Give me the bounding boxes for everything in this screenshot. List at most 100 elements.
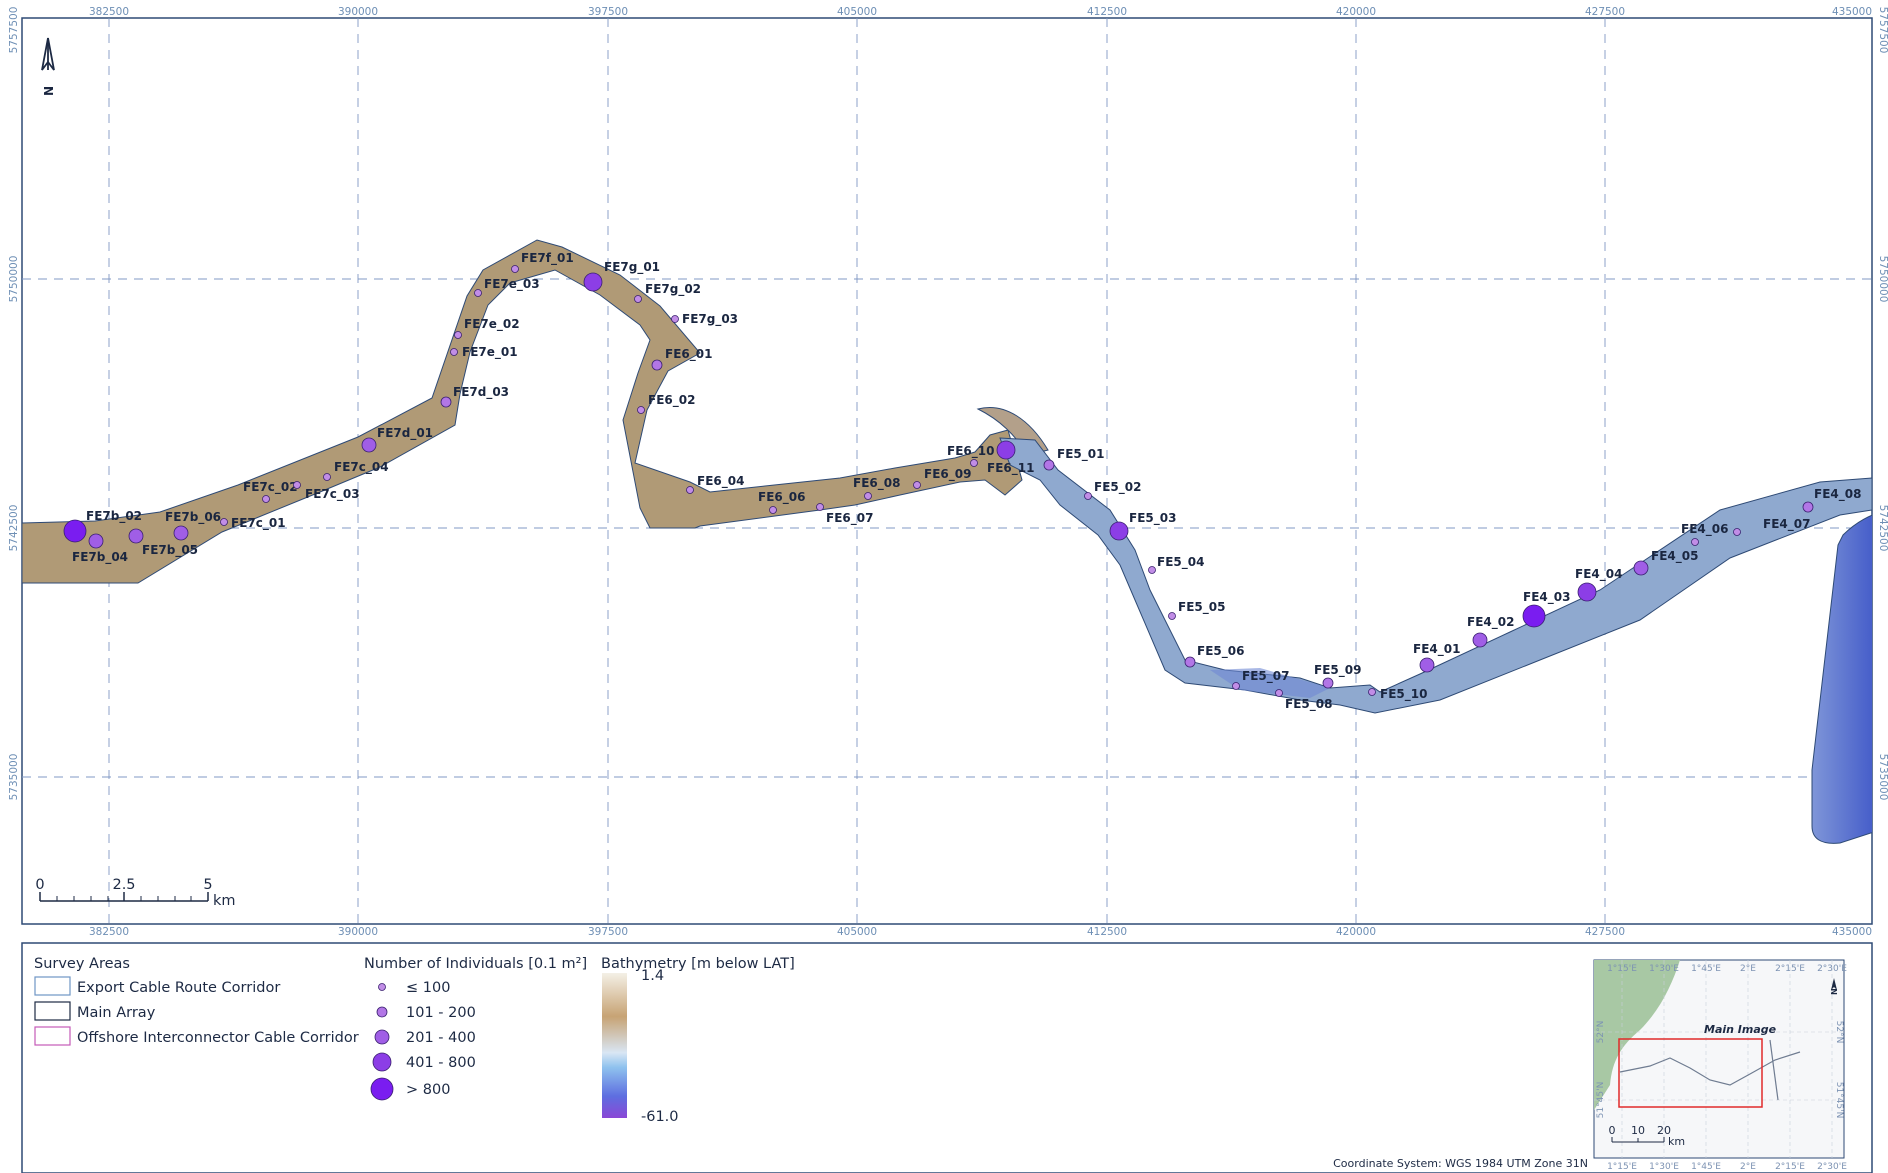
- site-marker-fe5-05: [1168, 612, 1176, 620]
- inset-label: Main Image: [1704, 1023, 1777, 1036]
- site-label-fe7e-01: FE7e_01: [462, 345, 518, 360]
- site-marker-fe7b-05: [128, 528, 144, 544]
- site-marker-fe6-01: [651, 359, 663, 371]
- site-label-fe5-09: FE5_09: [1314, 663, 1361, 678]
- scale-bar: 0 2.5 5 km: [35, 877, 235, 909]
- tick-label-right: 5735000: [1877, 754, 1888, 801]
- inset-lon-tick: 2°30'E: [1817, 1162, 1847, 1172]
- tick-label-bottom: 397500: [588, 926, 628, 938]
- legend-survey-areas: Survey Areas Export Cable Route Corridor…: [34, 956, 359, 1046]
- site-label-fe4-03: FE4_03: [1523, 590, 1570, 605]
- legend-main-array-label: Main Array: [77, 1005, 156, 1021]
- export-cable-corridor-west: [22, 239, 1023, 584]
- site-label-fe4-02: FE4_02: [1467, 615, 1514, 630]
- inset-route: [1619, 1051, 1801, 1086]
- site-label-fe7g-03: FE7g_03: [682, 312, 738, 327]
- northing-ticks-left: 5757500 5750000 5742500 5735000: [8, 7, 20, 801]
- legend-marker-size-3: [374, 1029, 390, 1045]
- inset-extent-box: [1618, 1038, 1763, 1108]
- tick-label-top: 397500: [588, 6, 628, 18]
- site-label-fe6-08: FE6_08: [853, 476, 900, 491]
- main-array-area: [1811, 514, 1872, 844]
- site-marker-fe5-06: [1184, 656, 1196, 668]
- site-label-fe7e-02: FE7e_02: [464, 317, 520, 332]
- site-label-fe6-02: FE6_02: [648, 393, 695, 408]
- tick-label-top: 420000: [1336, 6, 1376, 18]
- site-marker-fe7e-01: [450, 348, 458, 356]
- inset-map: Main Image 1°15'E 1°30'E 1°45'E 2°E 2°15…: [1593, 959, 1847, 1172]
- site-label-fe6-11: FE6_11: [987, 461, 1034, 476]
- inset-land: [1594, 960, 1680, 1110]
- legend-individuals-title: Number of Individuals [0.1 m²]: [364, 956, 587, 972]
- site-marker-fe6-08: [864, 492, 872, 500]
- site-marker-fe6-04: [686, 486, 694, 494]
- coordinate-grid: [22, 18, 1872, 924]
- legend-marker-size-2: [376, 1006, 388, 1018]
- site-marker-fe4-07: [1733, 528, 1741, 536]
- site-marker-fe5-04: [1148, 566, 1156, 574]
- inset-lon-tick: 2°15'E: [1775, 964, 1805, 974]
- bathymetry-color-ramp: [602, 973, 627, 1118]
- legend-size-1: ≤ 100: [406, 980, 450, 996]
- site-label-fe6-10: FE6_10: [947, 444, 994, 459]
- site-label-fe5-04: FE5_04: [1157, 555, 1204, 570]
- site-label-fe5-01: FE5_01: [1057, 447, 1104, 462]
- swatch-export-cable: [34, 976, 71, 996]
- site-marker-fe7g-02: [634, 295, 642, 303]
- legend-size-2: 101 - 200: [406, 1005, 476, 1021]
- tick-label-left: 5735000: [8, 754, 20, 801]
- site-label-fe7d-03: FE7d_03: [453, 385, 509, 400]
- site-marker-fe5-07: [1232, 682, 1240, 690]
- site-marker-fe4-01: [1419, 657, 1435, 673]
- tick-label-top: 405000: [837, 6, 877, 18]
- inset-scale-unit: km: [1668, 1135, 1685, 1148]
- site-label-fe6-01: FE6_01: [665, 347, 712, 362]
- site-label-fe5-08: FE5_08: [1285, 697, 1332, 712]
- scale-label: 5: [203, 877, 212, 893]
- site-marker-fe5-10: [1368, 688, 1376, 696]
- site-label-fe5-02: FE5_02: [1094, 480, 1141, 495]
- inset-lon-tick: 2°E: [1740, 964, 1756, 974]
- coordinate-system-note: Coordinate System: WGS 1984 UTM Zone 31N: [1333, 1157, 1588, 1170]
- site-label-fe7b-02: FE7b_02: [86, 509, 142, 524]
- tick-label-bottom: 427500: [1585, 926, 1625, 938]
- site-marker-fe6-02: [637, 406, 645, 414]
- swatch-interconnector: [34, 1026, 71, 1046]
- site-label-fe6-07: FE6_07: [826, 511, 873, 526]
- inset-north-arrow-icon: N: [1830, 978, 1839, 995]
- site-label-fe7d-01: FE7d_01: [377, 426, 433, 441]
- tick-label-top: 412500: [1087, 6, 1127, 18]
- sample-sites: FE7b_02 FE7b_04 FE7b_05 FE7b_06 FE7c_01 FE7c_…: [63, 251, 1861, 712]
- bathymetry-min: -61.0: [641, 1109, 679, 1125]
- site-label-fe5-05: FE5_05: [1178, 600, 1225, 615]
- site-marker-fe6-07: [816, 503, 824, 511]
- site-marker-fe7f-01: [511, 265, 519, 273]
- site-label-fe4-05: FE4_05: [1651, 549, 1698, 564]
- site-marker-fe7e-02: [454, 331, 462, 339]
- legend-marker-size-5: [370, 1077, 394, 1101]
- site-marker-fe7d-01: [361, 437, 377, 453]
- legend-bathymetry-title: Bathymetry [m below LAT]: [601, 956, 795, 972]
- inset-lon-tick: 2°15'E: [1775, 1162, 1805, 1172]
- site-label-fe6-04: FE6_04: [697, 474, 744, 489]
- scale-unit: km: [213, 893, 236, 909]
- inset-scale-label: 10: [1631, 1124, 1645, 1137]
- site-marker-fe4-06: [1691, 538, 1699, 546]
- legend-export-cable-label: Export Cable Route Corridor: [77, 980, 280, 996]
- site-marker-fe6-06: [769, 506, 777, 514]
- site-label-fe7f-01: FE7f_01: [521, 251, 574, 266]
- tick-label-bottom: 435000: [1832, 926, 1872, 938]
- site-label-fe4-07: FE4_07: [1763, 517, 1810, 532]
- tick-label-top: 390000: [338, 6, 378, 18]
- inset-lon-tick: 1°30'E: [1649, 1162, 1679, 1172]
- site-label-fe7c-04: FE7c_04: [334, 460, 389, 475]
- deep-channel-patch: [1210, 668, 1330, 698]
- northing-ticks-right: 5757500 5750000 5742500 5735000: [1877, 7, 1888, 801]
- site-marker-fe7g-01: [583, 272, 603, 292]
- site-label-fe7c-03: FE7c_03: [305, 487, 360, 502]
- site-label-fe7e-03: FE7e_03: [484, 277, 540, 292]
- site-marker-fe4-08: [1802, 501, 1814, 513]
- tick-label-left: 5750000: [8, 256, 20, 303]
- site-label-fe4-01: FE4_01: [1413, 642, 1460, 657]
- site-marker-fe6-11: [970, 459, 978, 467]
